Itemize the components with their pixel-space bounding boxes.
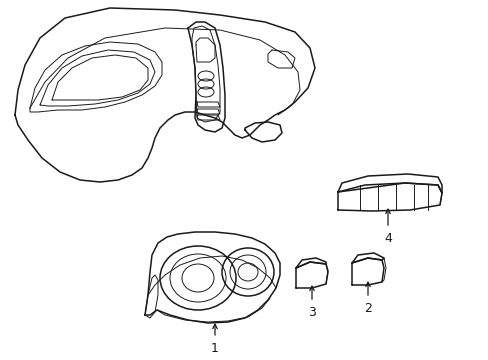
Text: 4: 4 — [383, 231, 391, 244]
Text: 2: 2 — [364, 302, 371, 315]
Text: 1: 1 — [211, 342, 219, 355]
Text: 3: 3 — [307, 306, 315, 319]
